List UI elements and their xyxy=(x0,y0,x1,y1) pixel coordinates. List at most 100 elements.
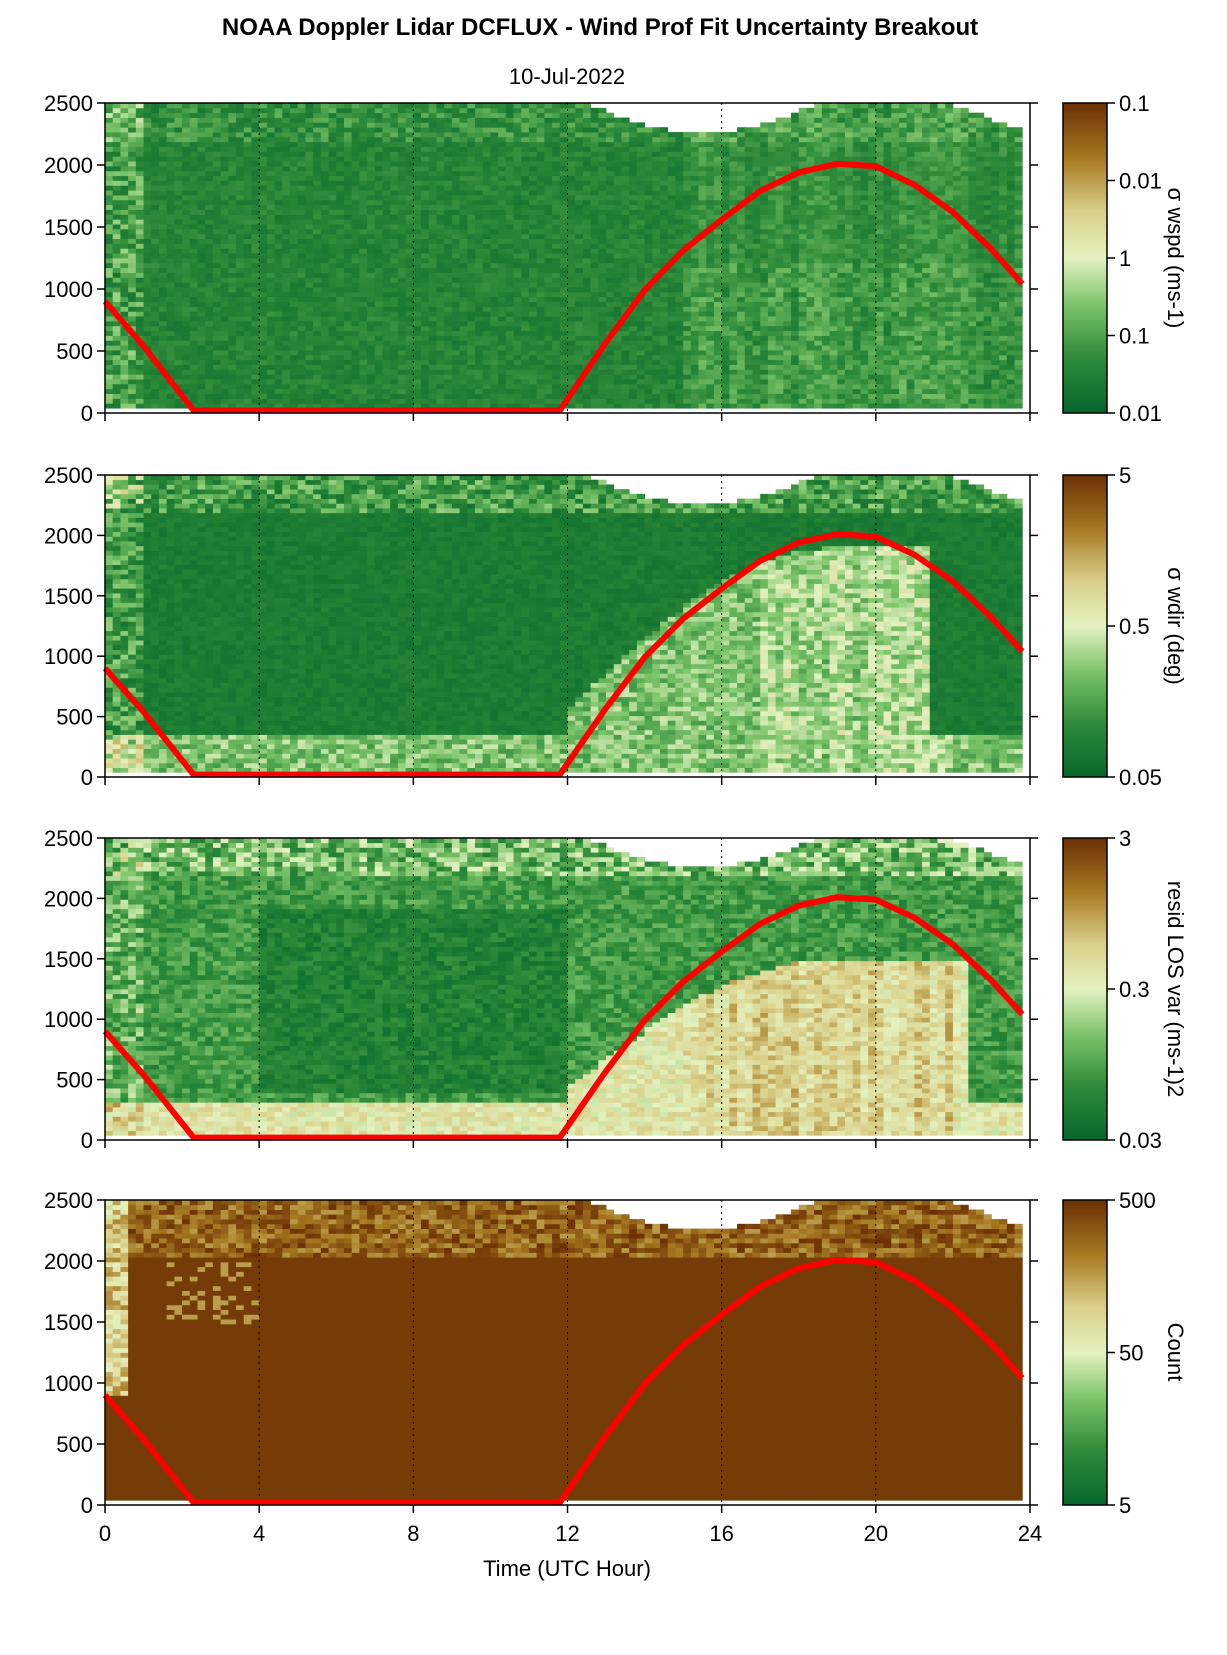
heatmap-cell xyxy=(482,272,491,278)
heatmap-cell xyxy=(397,350,407,356)
heatmap-cell xyxy=(521,335,530,341)
heatmap-cell xyxy=(421,195,430,201)
heatmap-cell xyxy=(505,165,514,172)
heatmap-cell xyxy=(236,267,245,273)
heatmap-cell xyxy=(405,224,414,230)
heatmap-cell xyxy=(475,122,484,128)
heatmap-cell xyxy=(220,165,229,172)
heatmap-cell xyxy=(266,103,275,109)
heatmap-cell xyxy=(120,369,129,375)
heatmap-cell xyxy=(228,224,237,230)
heatmap-cell xyxy=(598,151,607,157)
heatmap-cell xyxy=(120,311,129,317)
heatmap-cell xyxy=(259,161,268,167)
heatmap-cell xyxy=(205,335,214,341)
heatmap-cell xyxy=(274,199,283,206)
heatmap-cell xyxy=(575,156,584,162)
heatmap-cell xyxy=(505,287,514,293)
heatmap-cell xyxy=(613,204,622,210)
heatmap-cell xyxy=(135,330,144,336)
heatmap-cell xyxy=(475,199,484,206)
heatmap-cell xyxy=(590,350,599,356)
heatmap-cell xyxy=(174,311,183,317)
heatmap-cell xyxy=(274,335,283,341)
heatmap-cell xyxy=(606,146,615,152)
heatmap-cell xyxy=(282,340,291,346)
heatmap-cell xyxy=(698,132,707,138)
heatmap-cell xyxy=(421,224,430,230)
heatmap-cell xyxy=(652,156,661,162)
heatmap-cell xyxy=(243,282,252,288)
heatmap-cell xyxy=(135,354,144,361)
heatmap-cell xyxy=(436,170,445,177)
heatmap-cell xyxy=(305,383,314,390)
heatmap-cell xyxy=(343,156,353,162)
heatmap-cell xyxy=(158,103,168,109)
heatmap-cell xyxy=(521,311,530,317)
heatmap-cell xyxy=(706,199,715,206)
heatmap-cell xyxy=(629,296,638,302)
heatmap-cell xyxy=(652,146,661,152)
heatmap-cell xyxy=(197,112,206,118)
heatmap-cell xyxy=(698,282,707,288)
heatmap-cell xyxy=(713,180,723,186)
heatmap-cell xyxy=(120,127,129,133)
heatmap-cell xyxy=(343,204,353,210)
heatmap-cell xyxy=(444,112,453,118)
heatmap-cell xyxy=(428,233,437,240)
heatmap-cell xyxy=(112,398,121,404)
heatmap-cell xyxy=(606,248,615,254)
heatmap-cell xyxy=(544,190,553,196)
heatmap-cell xyxy=(606,340,615,346)
heatmap-cell xyxy=(189,350,198,356)
heatmap-cell xyxy=(482,180,491,186)
heatmap-cell xyxy=(621,296,630,302)
heatmap-cell xyxy=(444,161,453,167)
heatmap-cell xyxy=(336,248,345,254)
heatmap-cell xyxy=(544,379,553,385)
heatmap-cell xyxy=(698,345,707,351)
heatmap-cell xyxy=(243,117,252,123)
heatmap-cell xyxy=(544,117,553,123)
heatmap-cell xyxy=(143,253,152,259)
heatmap-cell xyxy=(559,165,568,172)
heatmap-cell xyxy=(413,199,422,206)
heatmap-cell xyxy=(598,117,607,123)
heatmap-cell xyxy=(367,156,376,162)
heatmap-cell xyxy=(652,228,661,235)
heatmap-cell xyxy=(482,170,491,177)
heatmap-cell xyxy=(405,316,414,322)
heatmap-cell xyxy=(336,170,345,177)
heatmap-cell xyxy=(490,112,499,118)
heatmap-cell xyxy=(706,330,715,336)
heatmap-cell xyxy=(567,219,576,225)
heatmap-cell xyxy=(575,136,584,143)
heatmap-cell xyxy=(590,224,599,230)
heatmap-cell xyxy=(467,262,476,269)
heatmap-cell xyxy=(212,379,222,385)
heatmap-cell xyxy=(105,325,114,332)
heatmap-cell xyxy=(374,287,383,293)
heatmap-cell xyxy=(721,287,730,293)
heatmap-cell xyxy=(490,161,499,167)
heatmap-cell xyxy=(259,350,268,356)
heatmap-cell xyxy=(475,364,484,370)
heatmap-cell xyxy=(351,190,360,196)
heatmap-cell xyxy=(197,374,206,380)
heatmap-cell xyxy=(575,112,584,118)
heatmap-cell xyxy=(405,185,414,191)
heatmap-cell xyxy=(274,388,283,395)
heatmap-cell xyxy=(598,296,607,302)
heatmap-cell xyxy=(266,190,275,196)
heatmap-cell xyxy=(590,238,599,244)
heatmap-cell xyxy=(606,243,615,249)
heatmap-cell xyxy=(367,287,376,293)
heatmap-cell xyxy=(382,345,391,351)
heatmap-cell xyxy=(698,369,707,375)
heatmap-cell xyxy=(282,107,291,114)
heatmap-cell xyxy=(482,374,491,380)
heatmap-cell xyxy=(428,248,437,254)
heatmap-cell xyxy=(320,214,329,220)
heatmap-cell xyxy=(660,209,669,215)
